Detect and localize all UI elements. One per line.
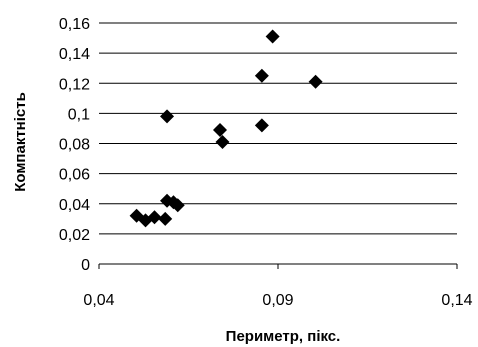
- y-tick-label: 0,16: [59, 16, 90, 33]
- y-tick-label: 0,14: [59, 46, 90, 63]
- data-point: [308, 74, 323, 89]
- data-point: [147, 210, 162, 225]
- data-point: [160, 109, 175, 124]
- data-point: [215, 134, 230, 149]
- y-tick-label: 0: [81, 257, 90, 274]
- y-tick-label: 0,12: [59, 76, 90, 93]
- x-tick-label: 0,14: [441, 292, 472, 309]
- data-point: [254, 118, 269, 133]
- axes: [98, 263, 458, 269]
- data-point: [254, 68, 269, 83]
- data-points: [129, 29, 323, 228]
- x-tick-labels: 0,04 0,09 0,14: [83, 292, 472, 309]
- x-axis-title: Периметр, пікс.: [226, 328, 341, 345]
- y-tick-label: 0,02: [59, 227, 90, 244]
- gridlines: [99, 22, 457, 235]
- y-tick-labels: 0 0,02 0,04 0,06 0,08 0,1 0,12 0,14 0,16: [59, 16, 90, 274]
- y-axis-title: Компактність: [12, 92, 29, 192]
- y-tick-label: 0,1: [68, 106, 90, 123]
- data-point: [170, 198, 185, 213]
- x-tick-label: 0,09: [262, 292, 293, 309]
- data-point: [265, 29, 280, 44]
- y-tick-label: 0,06: [59, 167, 90, 184]
- y-tick-label: 0,08: [59, 137, 90, 154]
- data-point: [213, 122, 228, 137]
- y-tick-label: 0,04: [59, 197, 90, 214]
- data-point: [158, 211, 173, 226]
- x-tick-label: 0,04: [83, 292, 114, 309]
